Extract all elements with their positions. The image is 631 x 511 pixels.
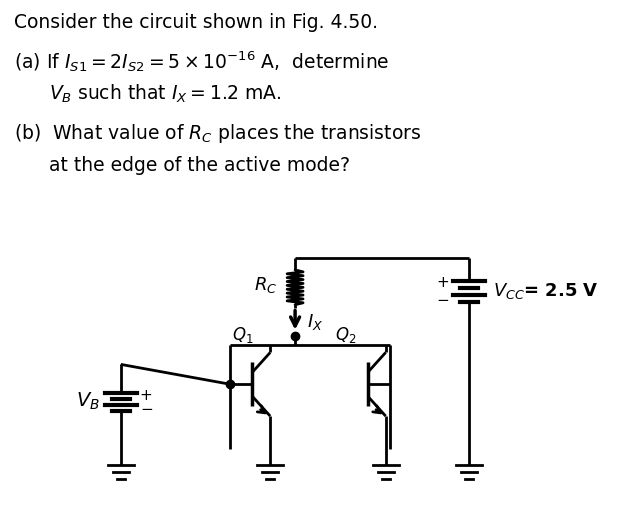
Text: $V_{CC}$= 2.5 V: $V_{CC}$= 2.5 V <box>493 281 599 301</box>
Text: $-$: $-$ <box>436 291 449 306</box>
Text: +: + <box>437 275 449 290</box>
Text: $Q_2$: $Q_2$ <box>335 324 357 344</box>
Text: +: + <box>140 388 153 403</box>
Text: $-$: $-$ <box>140 400 153 415</box>
Text: $V_B$: $V_B$ <box>76 391 100 412</box>
Text: $Q_1$: $Q_1$ <box>232 324 254 344</box>
Text: $I_X$: $I_X$ <box>307 312 323 332</box>
Text: $V_B$ such that $I_X = 1.2$ mA.: $V_B$ such that $I_X = 1.2$ mA. <box>49 83 281 105</box>
Text: (b)  What value of $R_C$ places the transistors: (b) What value of $R_C$ places the trans… <box>14 122 421 145</box>
Text: Consider the circuit shown in Fig. 4.50.: Consider the circuit shown in Fig. 4.50. <box>14 13 378 32</box>
Text: at the edge of the active mode?: at the edge of the active mode? <box>49 156 350 175</box>
Text: (a) If $I_{S1} = 2I_{S2} = 5 \times 10^{-16}$ A,  determine: (a) If $I_{S1} = 2I_{S2} = 5 \times 10^{… <box>14 49 389 74</box>
Text: $R_C$: $R_C$ <box>254 275 277 295</box>
